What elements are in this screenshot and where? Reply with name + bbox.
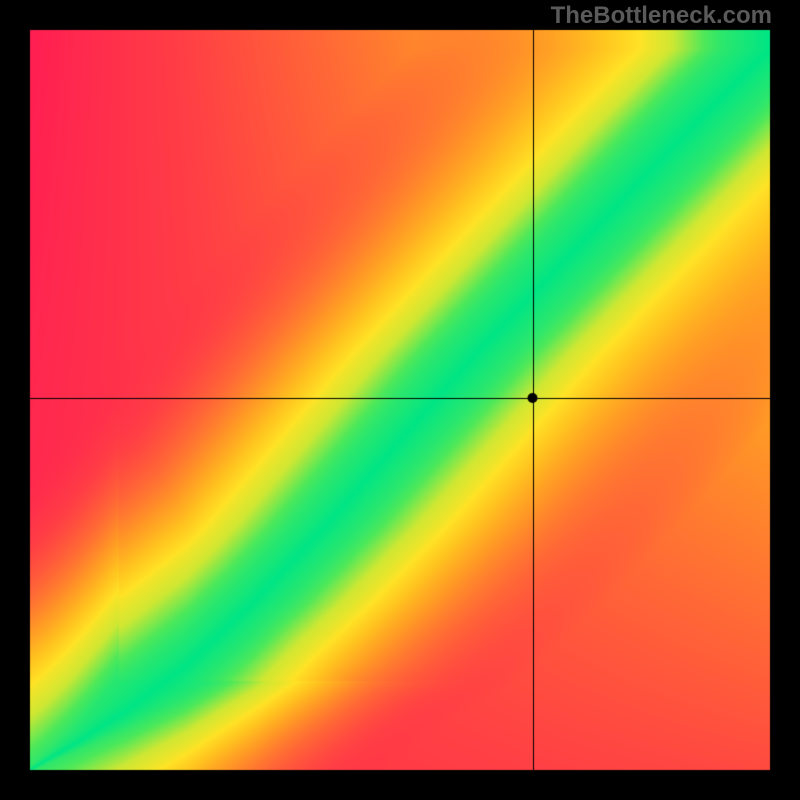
watermark-text: TheBottleneck.com: [551, 2, 772, 30]
chart-container: TheBottleneck.com: [0, 0, 800, 800]
bottleneck-heatmap: [0, 0, 800, 800]
